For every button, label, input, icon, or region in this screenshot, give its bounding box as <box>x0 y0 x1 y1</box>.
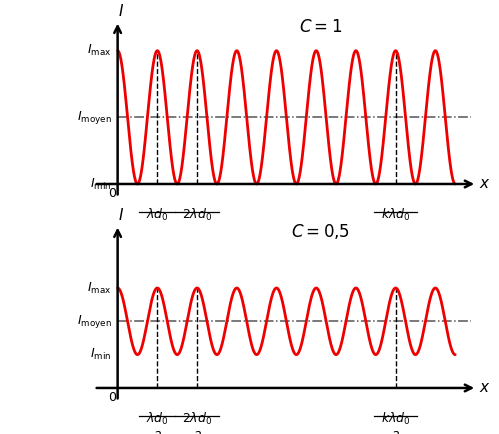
Text: $a$: $a$ <box>153 428 162 434</box>
Text: $a$: $a$ <box>391 224 400 237</box>
Text: $a$: $a$ <box>193 224 202 237</box>
Text: $2\lambda d_0$: $2\lambda d_0$ <box>182 207 212 224</box>
Text: $a$: $a$ <box>153 224 162 237</box>
Text: $I_{\rm min}$: $I_{\rm min}$ <box>90 177 112 191</box>
Text: $\lambda d_0$: $\lambda d_0$ <box>146 207 169 224</box>
Text: 0: 0 <box>108 391 116 404</box>
Text: $I_{\rm moyen}$: $I_{\rm moyen}$ <box>77 109 112 126</box>
Text: $C = 0{,}5$: $C = 0{,}5$ <box>291 222 350 241</box>
Text: $x$: $x$ <box>479 177 491 191</box>
Text: $I_{\rm max}$: $I_{\rm max}$ <box>87 43 112 58</box>
Text: $k\lambda d_0$: $k\lambda d_0$ <box>381 207 410 224</box>
Text: $2\lambda d_0$: $2\lambda d_0$ <box>182 411 212 427</box>
Text: $C = 1$: $C = 1$ <box>298 18 342 36</box>
Text: $a$: $a$ <box>391 428 400 434</box>
Text: $\lambda d_0$: $\lambda d_0$ <box>146 411 169 427</box>
Text: $x$: $x$ <box>479 381 491 395</box>
Text: $k\lambda d_0$: $k\lambda d_0$ <box>381 411 410 427</box>
Text: $a$: $a$ <box>193 428 202 434</box>
Text: $I_{\rm moyen}$: $I_{\rm moyen}$ <box>77 313 112 330</box>
Text: 0: 0 <box>108 187 116 201</box>
Text: $I$: $I$ <box>118 3 124 19</box>
Text: $I_{\rm min}$: $I_{\rm min}$ <box>90 347 112 362</box>
Text: $I$: $I$ <box>118 207 124 223</box>
Text: $I_{\rm max}$: $I_{\rm max}$ <box>87 280 112 296</box>
